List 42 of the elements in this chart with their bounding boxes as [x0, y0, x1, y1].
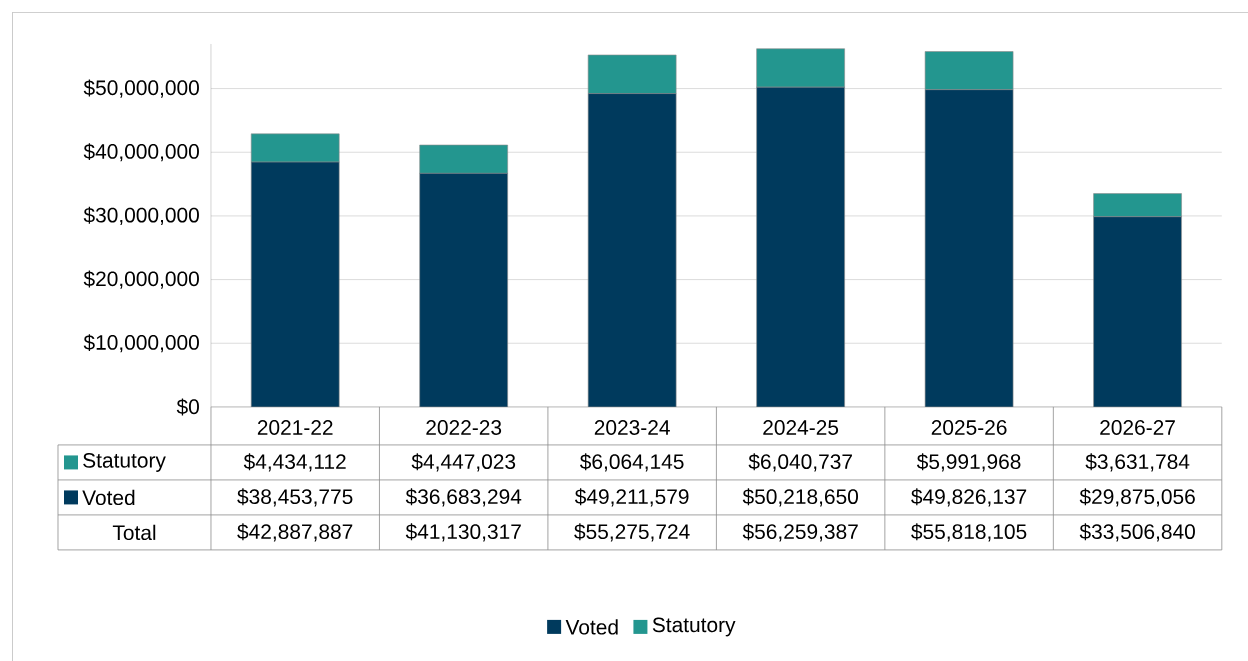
text: Statutory	[652, 617, 736, 637]
bar	[251, 162, 340, 407]
legend-label: Voted	[82, 489, 135, 506]
data-label: $38,453,775	[237, 488, 353, 507]
data-label: $4,434,112	[243, 453, 346, 472]
data-label: $5,991,968	[916, 453, 1021, 472]
text: Total	[112, 524, 156, 541]
y-tick-label: $0	[176, 398, 199, 416]
y-tick-label: $20,000,000	[83, 270, 199, 289]
data-label: $50,218,650	[742, 488, 858, 507]
data-label: $3,631,784	[1085, 453, 1190, 472]
x-tick-label: 2021-22	[257, 420, 333, 435]
data-label: $4,447,023	[411, 453, 516, 472]
data-label: $29,875,056	[1079, 488, 1195, 507]
bar	[925, 89, 1014, 407]
data-label: $6,064,145	[579, 453, 684, 472]
bar	[419, 144, 508, 174]
x-tick-label: 2025-26	[931, 420, 1007, 435]
text: $56,259,387	[742, 523, 858, 542]
x-tick-label: 2024-25	[763, 420, 839, 435]
data-label: $36,683,294	[405, 488, 522, 507]
y-tick-label: $40,000,000	[83, 143, 199, 162]
x-tick-label: 2022-23	[426, 420, 502, 435]
text: $55,818,105	[911, 523, 1027, 542]
data-label: $49,211,579	[574, 488, 689, 507]
x-tick-label: 2026-27	[1100, 420, 1175, 435]
text: Voted	[565, 619, 618, 635]
bar	[419, 173, 508, 407]
bar	[588, 93, 677, 407]
y-tick-label: $50,000,000	[83, 79, 199, 98]
bar	[1093, 216, 1182, 407]
x-tick-label: 2023-24	[594, 420, 670, 435]
text: $55,275,724	[574, 523, 690, 542]
y-tick-label: $10,000,000	[83, 334, 199, 353]
text: $33,506,840	[1079, 523, 1195, 542]
data-label: $6,040,737	[748, 453, 852, 472]
text: $42,887,887	[237, 523, 353, 542]
legend-label: Statutory	[83, 452, 166, 472]
y-tick-label: $30,000,000	[83, 206, 199, 225]
data-label: $49,826,137	[911, 488, 1027, 507]
text: $41,130,317	[405, 523, 521, 542]
bar	[756, 87, 845, 407]
